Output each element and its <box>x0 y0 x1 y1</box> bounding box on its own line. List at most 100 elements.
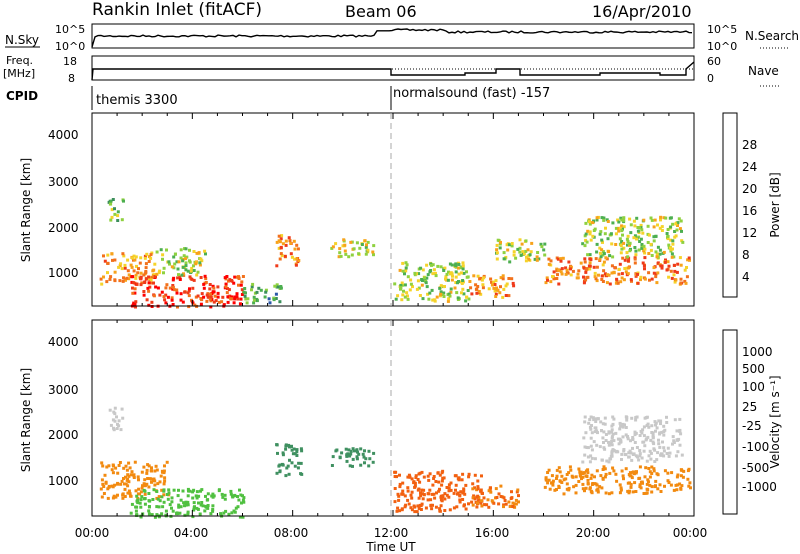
power-cell <box>501 274 505 278</box>
velocity-cell <box>211 507 215 511</box>
velocity-cell <box>119 482 123 486</box>
velocity-cell <box>164 513 168 517</box>
power-cell <box>679 219 683 223</box>
power-cell <box>518 238 522 242</box>
power-cell <box>681 240 685 244</box>
power-cell <box>615 277 619 281</box>
power-cell <box>149 253 153 257</box>
power-cell <box>501 295 505 299</box>
velocity-cell <box>648 470 652 474</box>
velocity-cell <box>413 510 417 514</box>
power-cell <box>133 258 137 262</box>
velocity-cell <box>602 446 606 450</box>
power-cell <box>643 251 647 255</box>
power-cell <box>288 239 292 243</box>
power-cell <box>171 287 175 291</box>
velocity-cell <box>626 435 630 439</box>
power-cell <box>652 225 656 229</box>
velocity-cell <box>299 447 303 451</box>
velocity-cell <box>127 480 131 484</box>
velocity-cell <box>572 485 576 489</box>
power-cell <box>165 283 169 287</box>
velocity-cell <box>607 440 610 444</box>
velocity-cell <box>100 495 104 499</box>
power-cell <box>544 281 548 285</box>
velocity-cell <box>153 515 157 519</box>
power-cell <box>669 238 673 242</box>
velocity-cell <box>560 474 564 478</box>
power-cell <box>660 266 664 270</box>
power-cell <box>445 272 449 276</box>
power-cell <box>214 299 218 303</box>
power-cell <box>162 295 166 299</box>
power-cell <box>647 252 651 255</box>
velocity-cell <box>417 507 421 510</box>
velocity-cell <box>634 431 638 435</box>
velocity-cell <box>209 512 213 516</box>
velocity-cell <box>497 492 501 496</box>
power-cell <box>181 259 185 263</box>
velocity-cell <box>461 472 465 476</box>
power-cell <box>476 285 480 288</box>
velocity-cell <box>680 468 684 472</box>
velocity-cell <box>676 473 680 477</box>
velocity-cell <box>167 488 171 492</box>
power-cell <box>510 242 514 245</box>
velocity-cell <box>557 486 561 489</box>
velocity-ytick-3000: 3000 <box>48 383 79 397</box>
velocity-cell <box>127 461 131 465</box>
velocity-cell <box>577 480 581 483</box>
power-cell <box>202 286 206 290</box>
velocity-cell <box>582 471 586 475</box>
power-cell <box>239 283 243 287</box>
power-cell <box>542 248 546 252</box>
power-cell <box>559 270 563 274</box>
power-cell <box>674 278 678 282</box>
velocity-cell <box>662 433 666 437</box>
velocity-cell <box>624 467 628 471</box>
power-cell <box>428 291 432 295</box>
power-cell <box>605 218 609 222</box>
velocity-cell <box>356 450 359 454</box>
power-cell <box>195 273 199 277</box>
power-cell <box>669 225 673 229</box>
power-cell <box>654 275 658 279</box>
power-cell <box>685 275 689 279</box>
velocity-cell <box>678 482 682 486</box>
power-cell <box>672 255 676 259</box>
power-cell <box>363 239 367 243</box>
velocity-cell <box>178 511 182 515</box>
power-cell <box>650 218 654 222</box>
velocity-cell <box>654 479 658 483</box>
velocity-cell <box>176 494 180 498</box>
power-cell <box>259 288 263 292</box>
velocity-cell <box>393 500 397 504</box>
velocity-cell <box>364 457 368 461</box>
power-cell <box>250 285 254 289</box>
power-cell <box>155 250 159 254</box>
velocity-cell <box>157 505 161 509</box>
power-colorbar-label: Power [dB] <box>768 172 782 237</box>
power-cell <box>618 237 622 241</box>
velocity-cell <box>473 486 476 490</box>
velocity-cell <box>204 494 207 498</box>
velocity-cell <box>227 512 231 516</box>
power-cell <box>638 240 642 243</box>
velocity-cell <box>632 470 635 474</box>
velocity-cell <box>238 488 241 492</box>
power-cell <box>454 270 458 274</box>
velocity-cell <box>143 489 147 493</box>
velocity-cell <box>417 487 421 491</box>
velocity-cell <box>659 422 662 426</box>
power-cell <box>226 295 230 299</box>
velocity-cell <box>596 431 599 435</box>
velocity-cell <box>108 408 112 412</box>
power-cell <box>202 282 206 286</box>
velocity-cell <box>599 474 603 478</box>
power-cell <box>175 288 179 292</box>
power-cell <box>209 295 213 299</box>
velocity-cell <box>546 471 550 474</box>
velocity-cell <box>281 451 285 455</box>
power-cell <box>511 281 515 285</box>
power-cell <box>599 255 603 259</box>
